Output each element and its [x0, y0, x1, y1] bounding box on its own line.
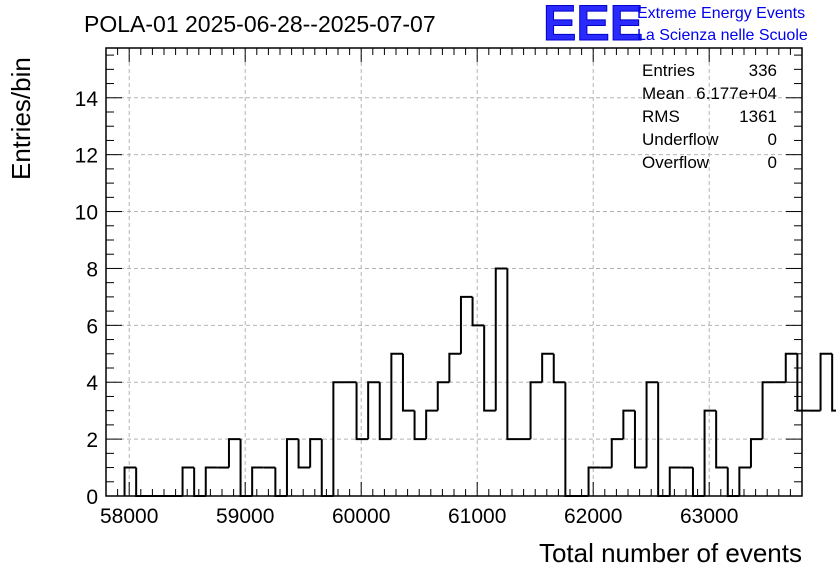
histogram-bin-27: [436, 381, 450, 411]
stats-overflow-value: 0: [768, 153, 777, 172]
y-tick-label-4: 8: [86, 258, 98, 281]
y-tick-label-1: 2: [86, 429, 98, 452]
x-tick-label-5: 63000: [680, 505, 738, 528]
histogram-bin-50: [703, 409, 717, 496]
histogram-bin-17: [320, 439, 334, 497]
histogram-bin-1: [135, 467, 148, 497]
histogram-bin-0: [123, 466, 137, 496]
chart-title: POLA-01 2025-06-28--2025-07-07: [84, 11, 436, 37]
histogram-bin-29: [459, 295, 473, 354]
stats-entries-label: Entries: [642, 61, 695, 80]
histogram-series: [123, 267, 836, 497]
histogram-bin-54: [749, 438, 763, 468]
histogram-bin-14: [285, 438, 299, 496]
y-tick-label-7: 14: [75, 88, 99, 111]
stats-underflow-value: 0: [768, 130, 777, 149]
histogram-bin-47: [668, 466, 682, 496]
histogram-bin-30: [471, 296, 485, 327]
eee-logo-mark: EEE: [543, 0, 643, 51]
grid-layer: [106, 48, 802, 496]
x-tick-label-2: 60000: [332, 505, 390, 528]
histogram-bin-28: [448, 352, 461, 383]
tick-labels: 58000 59000 60000 61000 62000 63000 0 2 4 6 8 10 12 1…: [75, 88, 739, 528]
stats-overflow-label: Overflow: [642, 153, 710, 172]
y-tick-label-0: 0: [86, 486, 98, 509]
y-tick-label-2: 4: [86, 372, 98, 395]
histogram-bin-20: [355, 382, 369, 441]
histogram-bin-16: [309, 438, 322, 468]
histogram-bin-37: [552, 353, 566, 384]
histogram-bin-33: [506, 268, 519, 441]
histogram-bin-53: [738, 466, 751, 496]
histogram-bin-15: [297, 439, 311, 469]
histogram-bin-57: [784, 352, 798, 383]
stats-mean-label: Mean: [642, 84, 685, 103]
histogram-bin-40: [587, 466, 601, 496]
axis-ticks: [105, 48, 803, 497]
x-tick-label-1: 59000: [216, 505, 274, 528]
stats-box: Entries 336 Mean 6.177e+04 RMS 1361 Unde…: [642, 61, 777, 172]
stats-rms-label: RMS: [642, 107, 680, 126]
histogram-bin-60: [819, 352, 833, 411]
histogram-bin-43: [622, 409, 635, 440]
stats-underflow-label: Underflow: [642, 130, 719, 149]
histogram-bin-26: [425, 409, 438, 440]
histogram-bin-10: [239, 439, 253, 497]
x-tick-label-4: 62000: [564, 505, 622, 528]
y-axis-label: Entries/bin: [6, 57, 36, 180]
histogram-bin-6: [193, 467, 206, 497]
y-tick-label-6: 12: [75, 145, 98, 168]
histogram-bin-5: [181, 466, 195, 496]
stats-entries-value: 336: [749, 61, 777, 80]
histogram-bin-36: [541, 352, 554, 383]
histogram-bin-61: [831, 353, 836, 412]
histogram-bin-7: [204, 466, 218, 496]
histogram-bin-45: [645, 381, 659, 468]
histogram-bin-52: [726, 467, 740, 497]
histogram-bin-42: [610, 438, 624, 468]
stats-mean-value: 6.177e+04: [696, 84, 777, 103]
histogram-bin-24: [401, 353, 415, 412]
histogram-bin-13: [274, 467, 287, 497]
histogram-bin-44: [633, 410, 647, 469]
logo-line-1: Extreme Energy Events: [637, 5, 805, 22]
x-tick-label-3: 61000: [448, 505, 506, 528]
histogram-bin-18: [332, 381, 345, 496]
y-tick-label-5: 10: [75, 202, 98, 225]
histogram-bin-35: [529, 381, 543, 440]
axes-frame: [105, 47, 803, 497]
x-axis-label: Total number of events: [539, 538, 802, 568]
histogram-bin-32: [494, 267, 508, 411]
plot-frame: [105, 47, 803, 497]
histogram-bin-49: [691, 467, 705, 497]
histogram-bin-31: [483, 325, 496, 412]
histogram-bin-55: [761, 381, 775, 440]
logo-line-2: La Scienza nelle Scuole: [637, 27, 808, 44]
histogram-bin-25: [413, 410, 427, 441]
histogram-bin-23: [390, 352, 403, 440]
histogram-bin-51: [715, 410, 728, 469]
histogram-bin-11: [251, 466, 264, 496]
x-tick-label-0: 58000: [100, 505, 158, 528]
eee-logo: EEE Extreme Energy Events La Scienza nel…: [543, 0, 808, 52]
histogram-bin-22: [378, 382, 392, 441]
y-tick-label-3: 6: [86, 315, 98, 338]
histogram-bin-21: [367, 381, 380, 440]
stats-rms-value: 1361: [739, 107, 777, 126]
histogram-bin-9: [227, 438, 241, 468]
